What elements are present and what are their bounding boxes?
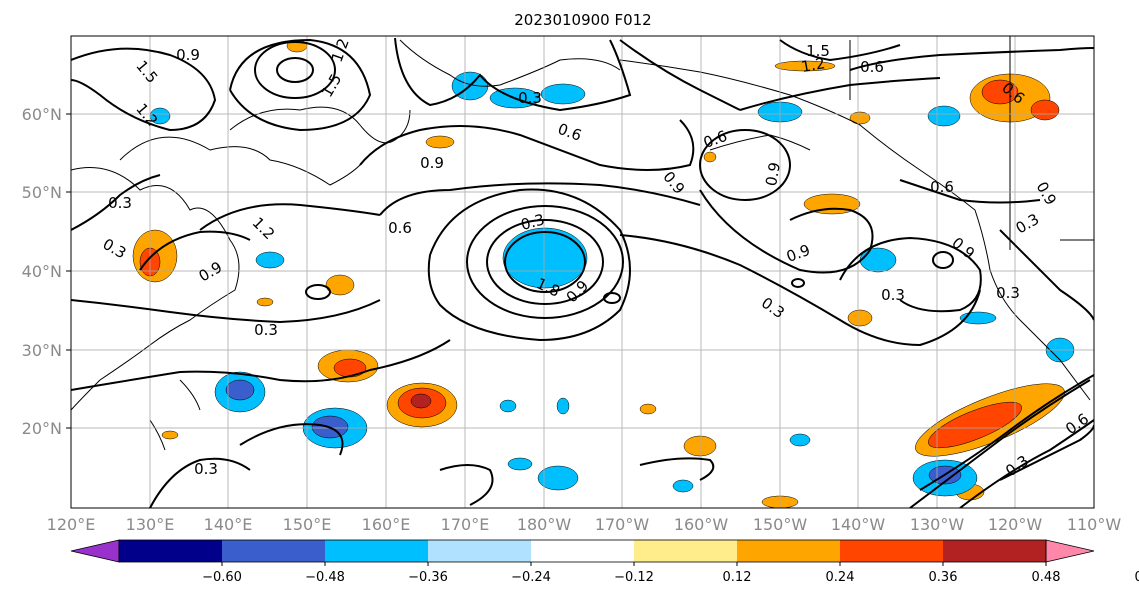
anomaly-area: [499, 399, 517, 413]
contour-label: 0.3: [254, 321, 278, 339]
contour-label: 0.3: [996, 284, 1020, 302]
anomaly-area: [1030, 99, 1060, 121]
lat-tick-label: 50°N: [22, 183, 62, 202]
lon-tick-label: 170°W: [595, 515, 650, 534]
anomaly-area: [789, 433, 811, 447]
lat-tick-label: 40°N: [22, 262, 62, 281]
contour-label: 0.3: [194, 460, 218, 478]
lon-tick-label: 120°E: [47, 515, 96, 534]
contour-label: 0.3: [519, 210, 547, 234]
colorbar-label: −0.12: [614, 570, 654, 585]
colorbar-segment: [1045, 539, 1095, 563]
lat-tick-label: 60°N: [22, 105, 62, 124]
lon-tick-label: 180°W: [517, 515, 572, 534]
lon-tick-label: 110°W: [1067, 515, 1122, 534]
lon-tick-label: 140°W: [831, 515, 886, 534]
lon-tick-label: 150°W: [753, 515, 808, 534]
contour-label: 0.9: [420, 154, 444, 172]
anomaly-area: [556, 397, 570, 415]
contour-label: 1.5: [806, 42, 830, 60]
anomaly-area: [410, 393, 432, 409]
gridlines: [71, 36, 1094, 508]
map-frame: [70, 35, 1095, 509]
colorbar-label: −0.60: [202, 570, 242, 585]
colorbar-segment: [119, 540, 222, 562]
contour-label: 0.6: [388, 219, 412, 237]
anomaly-area: [540, 83, 586, 105]
lon-tick-label: 170°E: [441, 515, 490, 534]
contour-label: 0.9: [762, 161, 784, 188]
colorbar-segment: [943, 540, 1046, 562]
colorbar-label: −0.48: [305, 570, 345, 585]
anomaly-area: [256, 297, 274, 307]
anomaly-area: [981, 79, 1019, 105]
anomaly-area: [502, 227, 588, 289]
contour-label: 0.6: [930, 178, 954, 196]
colorbar: −0.60 −0.48 −0.36 −0.24 −0.12 0.12 0.24 0.36 0.4…: [70, 539, 1139, 585]
colorbar-label: −0.24: [511, 570, 551, 585]
anomaly-area: [425, 135, 455, 149]
anomaly-area: [255, 251, 285, 269]
longitude-ticks: 120°E 130°E 140°E 150°E 160°E 170°E 180°…: [47, 515, 1122, 534]
anomaly-area: [225, 379, 255, 401]
lon-tick-label: 120°W: [988, 515, 1043, 534]
colorbar-label: 0.36: [929, 570, 958, 585]
lon-tick-label: 130°E: [126, 515, 175, 534]
anomaly-area: [928, 401, 1022, 449]
anomaly-area: [672, 479, 694, 493]
colorbar-segment: [531, 540, 634, 562]
colorbar-outline: [118, 539, 1047, 563]
colorbar-segment: [70, 539, 120, 563]
colorbar-segment: [222, 540, 325, 562]
colorbar-label: 0.12: [723, 570, 752, 585]
lon-tick-label: 140°E: [204, 515, 253, 534]
lat-tick-label: 20°N: [22, 419, 62, 438]
contour-label: 0.6: [860, 58, 884, 76]
colorbar-segment: [428, 540, 531, 562]
colorbar-label: 0.48: [1032, 570, 1061, 585]
anomaly-area: [639, 403, 657, 415]
anomaly-area: [537, 465, 579, 491]
anomaly-area: [927, 105, 961, 127]
lon-tick-label: 130°W: [910, 515, 965, 534]
anomaly-area: [774, 60, 836, 72]
colorbar-segment: [737, 540, 840, 562]
lat-tick-label: 30°N: [22, 341, 62, 360]
lon-tick-label: 150°E: [283, 515, 332, 534]
colorbar-label: −0.36: [408, 570, 448, 585]
contour-label: 1.2: [800, 54, 827, 76]
contour-label: 0.9: [176, 46, 200, 64]
anomaly-area: [703, 151, 717, 163]
coastlines: [71, 36, 1094, 451]
colorbar-segment: [840, 540, 943, 562]
anomaly-area: [683, 435, 717, 457]
colorbar-segment: [634, 540, 737, 562]
map-title: 2023010900 F012: [514, 11, 651, 29]
lon-tick-label: 160°E: [362, 515, 411, 534]
anomaly-area: [849, 111, 871, 125]
colorbar-segment: [325, 540, 428, 562]
map-panel: 0.9 1.5 1.2 1.5 1.2 0.9 0.6 0.3 0.6 0.9 …: [71, 36, 1094, 508]
anomaly-area: [847, 309, 873, 327]
latitude-ticks: 60°N 50°N 40°N 30°N 20°N: [22, 105, 71, 438]
contour-label: 0.3: [518, 89, 542, 107]
contour-label: 0.3: [881, 286, 905, 304]
lon-tick-label: 160°W: [674, 515, 729, 534]
anomaly-area: [507, 457, 533, 471]
anomaly-area: [161, 430, 179, 440]
colorbar-label: 0.60: [1135, 570, 1139, 585]
contour-lines: [71, 37, 1094, 508]
anomaly-area: [325, 274, 355, 296]
contour-label: 0.3: [108, 194, 132, 212]
anomaly-area: [333, 358, 367, 378]
colorbar-label: 0.24: [826, 570, 855, 585]
